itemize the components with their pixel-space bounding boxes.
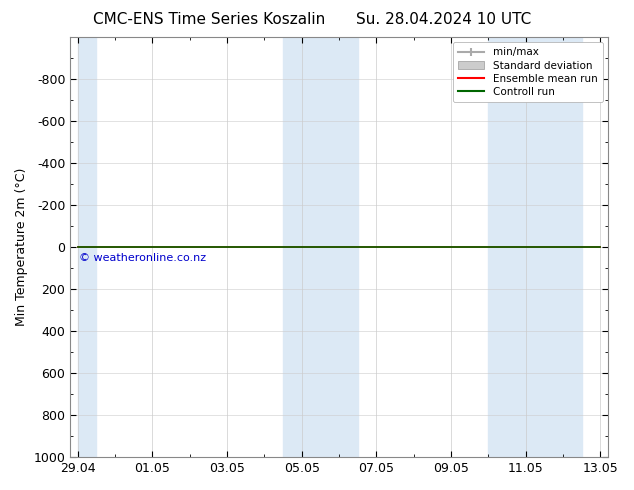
Legend: min/max, Standard deviation, Ensemble mean run, Controll run: min/max, Standard deviation, Ensemble me…	[453, 42, 603, 102]
Text: CMC-ENS Time Series Koszalin: CMC-ENS Time Series Koszalin	[93, 12, 325, 27]
Text: © weatheronline.co.nz: © weatheronline.co.nz	[79, 253, 205, 264]
Bar	[283, 37, 358, 457]
Y-axis label: Min Temperature 2m (°C): Min Temperature 2m (°C)	[15, 168, 28, 326]
Bar	[78, 37, 96, 457]
Bar	[488, 37, 582, 457]
Text: Su. 28.04.2024 10 UTC: Su. 28.04.2024 10 UTC	[356, 12, 531, 27]
